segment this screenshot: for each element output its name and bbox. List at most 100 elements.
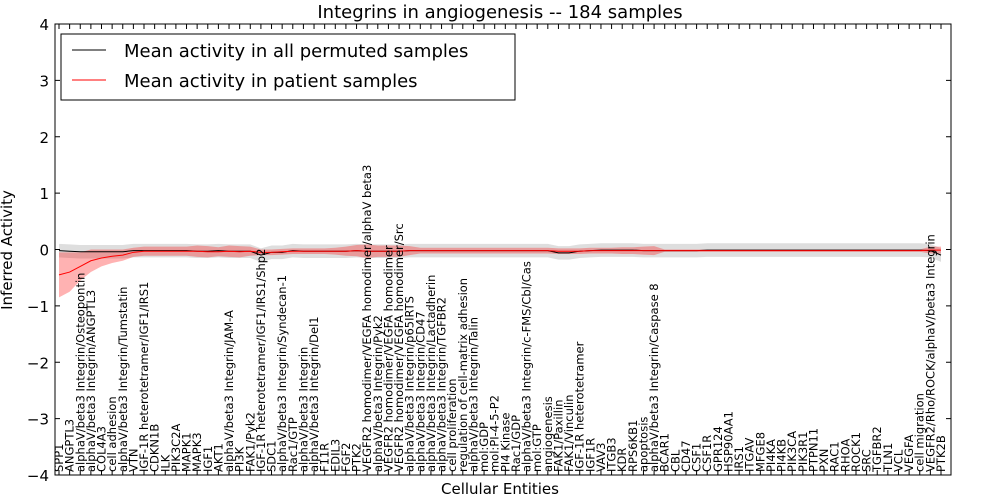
x-tick-label: HSP90AA1 [721, 411, 735, 472]
x-tick-label: FGF2 [339, 443, 353, 472]
x-tick-label: cell proliferation [445, 378, 459, 472]
x-tick-label: CBL [668, 449, 682, 472]
x-tick-label: VCL [891, 449, 905, 472]
x-tick-label: RAC1 [828, 441, 842, 472]
x-tick-label: cell migration [913, 393, 927, 472]
x-tick-label: MAPK1 [180, 432, 194, 472]
x-tick-label: IGF1R [583, 438, 597, 472]
x-tick-label: alphaV/beta3 Integrin/Osteopontin [73, 273, 87, 472]
x-tick-label: PI3K [233, 446, 247, 472]
x-tick-label: COL4A3 [95, 426, 109, 472]
x-tick-label: PTK2B [934, 435, 948, 472]
x-axis-label: Cellular Entities [441, 480, 559, 498]
x-tick-label: alphaV/beta3 Integrin/JAM-A [222, 310, 236, 472]
x-tick-label: PIK3R1 [796, 432, 810, 473]
x-tick-label: PI4KA [764, 439, 778, 472]
x-tick-label: alphaV/beta3 Integrin/Syndecan-1 [275, 275, 289, 472]
x-tick-label: alphaV/beta3 Integrin/CD47 [413, 311, 427, 472]
y-tick-label: −3 [27, 411, 49, 429]
y-tick-label: 2 [39, 129, 49, 147]
x-tick-label: GPR124 [711, 426, 725, 472]
x-tick-label: alphaV/beta3 Integrin/p65IRTS [403, 296, 417, 472]
x-tick-label: VEGFR2 homodimer/VEGFA homodimer [381, 245, 395, 472]
y-tick-label: −1 [27, 298, 49, 316]
x-tick-label: F11R [318, 443, 332, 472]
x-tick-label: Rac1/GTP [286, 417, 300, 472]
chart-title: Integrins in angiogenesis -- 184 samples [317, 2, 682, 23]
legend-label-patient: Mean activity in patient samples [124, 71, 418, 92]
x-tick-label: CSF1R [700, 435, 714, 472]
x-tick-label: alphaV/beta3 Integrin/Lactadherin [424, 275, 438, 472]
x-tick-label: TLN1 [881, 443, 895, 473]
y-tick-label: 3 [39, 72, 49, 90]
x-tick-label: VTN [126, 449, 140, 473]
x-tick-label: CSF1 [690, 443, 704, 472]
x-tick-label: Rac1/GDP [509, 415, 523, 472]
x-tick-label: IGF-1R heterotetramer [573, 341, 587, 472]
x-tick-label: PIK3CA [785, 431, 799, 472]
x-tick-label: RPS6KB1 [626, 420, 640, 472]
x-tick-label: ITGB3 [605, 437, 619, 472]
band-permuted [59, 243, 941, 262]
x-tick-label: VEGFR2/Rho/ROCK/alphaV/beta3 Integrin [923, 234, 937, 472]
x-tick-label: VAV3 [594, 443, 608, 472]
x-tick-label: PI4 Kinase [498, 413, 512, 472]
x-tick-label: FAK1/Vinculin [562, 394, 576, 472]
x-tick-label: alphaV/beta3 Integrin/Pyk2 [371, 315, 385, 472]
x-tick-label: alphaV/beta3 Integrin [296, 347, 310, 472]
x-tick-label: PTK2 [350, 443, 364, 472]
x-tick-label: EDIL3 [328, 439, 342, 472]
x-tick-label: ROCK1 [849, 432, 863, 472]
y-tick-label: −2 [27, 354, 49, 372]
x-tick-label: apoptosis [636, 417, 650, 472]
x-tick-label: alphaV/beta3 Integrin/Del1 [307, 316, 321, 472]
x-tick-label: VEGFA [902, 434, 916, 472]
x-tick-label: ILK [158, 454, 172, 472]
x-tick-label: PTPN11 [806, 428, 820, 472]
x-tick-label: VEGFR2 homodimer/VEGFA homodimer/alphaV … [360, 165, 374, 472]
x-tick-label: PIK3C2A [169, 423, 183, 472]
x-tick-label: CD47 [679, 440, 693, 472]
y-axis-label: Inferred Activity [0, 190, 16, 310]
x-tick-label: alphaV/beta3 Integrin/Tumstatin [116, 287, 130, 472]
y-tick-label: 0 [39, 242, 49, 260]
x-tick-label: IRS1 [732, 446, 746, 472]
x-tick-label: MAPK3 [190, 432, 204, 472]
series-lines [58, 249, 942, 276]
x-tick-label: alphaV/beta3 Integrin/c-FMS/Cbl/Cas [520, 261, 534, 472]
x-tick-label: PI4KB [775, 439, 789, 472]
legend: Mean activity in all permuted samples Me… [60, 33, 516, 101]
x-tick-label: AKT1 [211, 443, 225, 472]
x-tick-label: mol:PI-4-5-P2 [488, 395, 502, 472]
x-tick-label: alphaV/beta3 Integrin/TGFBR2 [435, 297, 449, 472]
x-tick-label: IGF-1R heterotetramer/IGF1/IRS1/Shp2 [254, 249, 268, 472]
y-tick-label: 1 [39, 185, 49, 203]
x-tick-label: ANGPTL3 [63, 419, 77, 472]
series-line-patient [58, 249, 941, 276]
x-tick-label: IGF-1R heterotetramer/IGF1/IRS1 [137, 282, 151, 472]
x-tick-label: CDKN1B [148, 424, 162, 472]
x-tick-label: FAK1/Paxillin [551, 400, 565, 473]
x-tick-label: PXN [817, 449, 831, 472]
x-tick-label: TGFBR2 [870, 426, 884, 473]
x-tick-label: FAK1/Pyk2 [243, 412, 257, 472]
x-tick-label: cell adhesion [105, 396, 119, 472]
legend-label-permuted: Mean activity in all permuted samples [124, 41, 468, 62]
x-tick-label: SPP1 [52, 444, 66, 473]
x-tick-label: KDR [615, 448, 629, 472]
x-tick-label: alphaV/beta3 Integrin/Talin [466, 317, 480, 472]
x-tick-label: SDC1 [265, 440, 279, 472]
x-tick-label: alphaV/beta3 Integrin/Caspase 8 [647, 283, 661, 472]
x-tick-label: SRC [860, 449, 874, 472]
x-tick-label: angiogenesis [541, 396, 555, 472]
y-axis: 4 3 2 1 0 −1 −2 −3 −4 [27, 16, 951, 485]
x-tick-label: BCAR1 [658, 433, 672, 472]
x-tick-label: regulation of cell-matrix adhesion [456, 278, 470, 472]
x-tick-label: mol:GTP [530, 424, 544, 472]
x-tick-label: alphaV/beta3 Integrin/ANGPTL3 [84, 290, 98, 472]
x-tick-label: MFGE8 [753, 432, 767, 472]
x-tick-label: RHOA [838, 439, 852, 472]
